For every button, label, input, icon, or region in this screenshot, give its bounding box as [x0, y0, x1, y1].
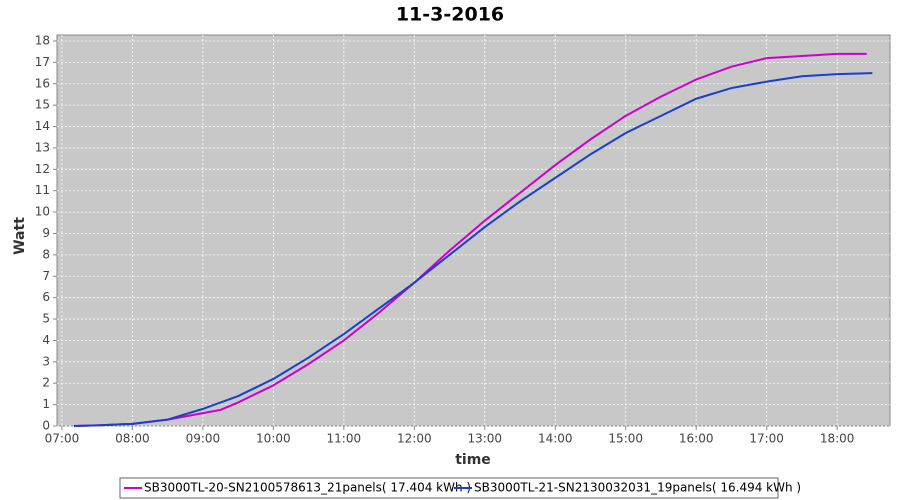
y-tick-label: 10 [35, 205, 50, 219]
legend-label: SB3000TL-21-SN2130032031_19panels( 16.49… [474, 481, 801, 495]
y-tick-label: 9 [42, 226, 50, 240]
y-tick-label: 0 [42, 419, 50, 433]
y-tick-label: 5 [42, 312, 50, 326]
y-tick-label: 6 [42, 290, 50, 304]
series-line [73, 72, 873, 427]
y-tick-label: 12 [35, 162, 50, 176]
legend-label: SB3000TL-20-SN2100578613_21panels( 17.40… [144, 481, 471, 495]
y-tick-label: 3 [42, 354, 50, 368]
x-tick-label: 14:00 [538, 432, 573, 446]
x-tick-label: 13:00 [467, 432, 502, 446]
series-line [73, 52, 867, 427]
legend [119, 477, 779, 499]
y-tick-label: 15 [35, 98, 50, 112]
x-tick-label: 10:00 [256, 432, 291, 446]
x-axis-label: time [455, 452, 491, 468]
x-tick-label: 18:00 [820, 432, 855, 446]
y-tick-label: 4 [42, 333, 50, 347]
y-tick-label: 14 [35, 119, 50, 133]
x-tick-label: 07:00 [45, 432, 80, 446]
x-tick-label: 16:00 [679, 432, 714, 446]
y-tick-label: 17 [35, 55, 50, 69]
y-tick-label: 8 [42, 247, 50, 261]
y-tick-label: 16 [35, 76, 50, 90]
y-tick-label: 13 [35, 140, 50, 154]
chart-title: 11-3-2016 [396, 4, 504, 26]
x-tick-label: 17:00 [749, 432, 784, 446]
y-axis-label: Watt [12, 217, 28, 255]
y-tick-label: 11 [35, 183, 50, 197]
x-tick-label: 11:00 [327, 432, 362, 446]
x-tick-label: 15:00 [608, 432, 643, 446]
y-tick-label: 2 [42, 376, 50, 390]
y-tick-label: 7 [42, 269, 50, 283]
y-tick-label: 1 [42, 397, 50, 411]
x-tick-label: 08:00 [115, 432, 150, 446]
x-tick-label: 12:00 [397, 432, 432, 446]
x-tick-label: 09:00 [186, 432, 221, 446]
y-tick-label: 18 [35, 33, 50, 47]
